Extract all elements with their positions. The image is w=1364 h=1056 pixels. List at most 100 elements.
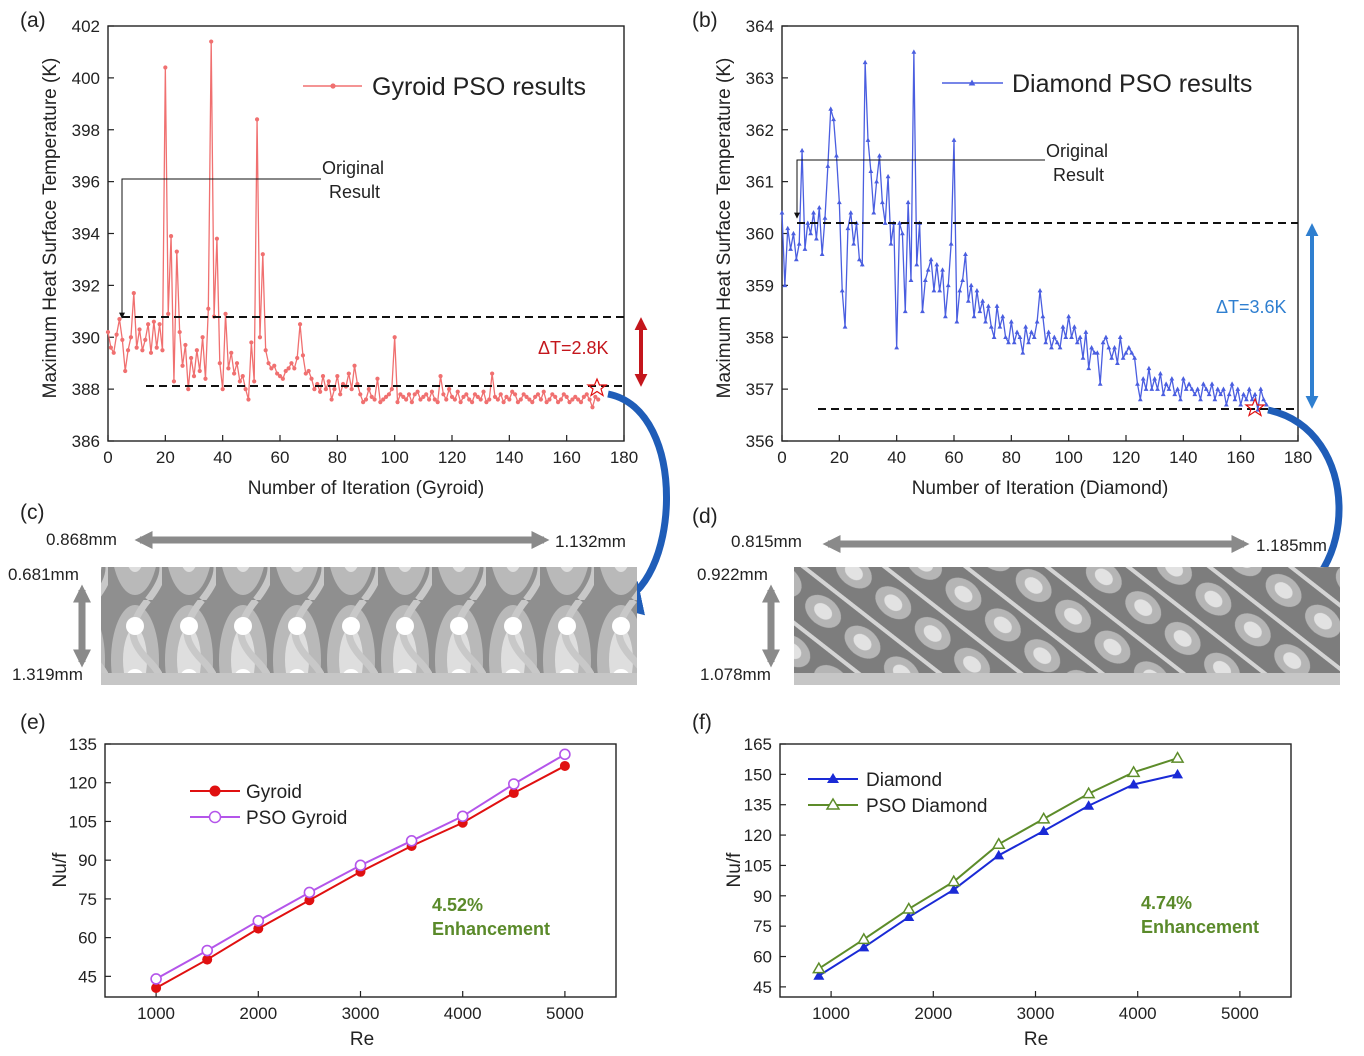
panel-a-data-point (363, 397, 369, 402)
panel-a-data-point (206, 306, 211, 311)
panel-b-data-point (1106, 345, 1112, 350)
panel-a-data-point (375, 376, 380, 381)
panel-b-ytick-label: 358 (746, 328, 774, 347)
panel-a-data-point (105, 329, 111, 335)
panel-a-xtick-label: 120 (438, 448, 466, 467)
panel-a-data-point (160, 348, 165, 353)
panel-e-chart: (e) 1000 2000 3000 4000 5000 45 60 75 90 105 120 13… (20, 711, 617, 1050)
panel-a-data-point (312, 387, 317, 392)
panel-a-data-point (570, 397, 575, 402)
panel-a-data-point (249, 340, 254, 345)
panel-b-data-point (836, 199, 842, 205)
panel-a-data-point (163, 65, 168, 70)
panel-b-data-point (802, 246, 808, 251)
panel-a-xtick-label: 160 (552, 448, 580, 467)
panel-a-data-point (447, 387, 452, 392)
panel-f-ytick-label: 75 (753, 917, 772, 936)
panel-e-series1-point (559, 760, 570, 771)
panel-a-data-point (117, 316, 122, 322)
panel-b-data-point (943, 313, 948, 319)
panel-a-legend-text: Gyroid PSO results (372, 73, 586, 101)
panel-a-data-point (587, 397, 592, 402)
panel-b-data-point (1129, 350, 1135, 355)
panel-f-xlabel: Re (1024, 1029, 1048, 1050)
panel-a-ytick-label: 394 (72, 225, 100, 244)
panel-b-data-point (1051, 334, 1057, 340)
panel-a-data-point (326, 379, 331, 384)
panel-b-data-point (965, 298, 971, 303)
panel-f-series1-point (948, 884, 960, 894)
panel-b-data-point (1238, 402, 1244, 407)
panel-e-series2-point (405, 835, 418, 847)
panel-a-data-point (254, 117, 260, 122)
panel-a-data-point (576, 397, 581, 402)
panel-b-data-point (825, 163, 831, 168)
panel-d-diamond-structure: (d) 0.815mm 1.185mm 0.922mm 1.078mm (692, 505, 1340, 685)
panel-a-data-point (289, 361, 294, 366)
panel-c-label: (c) (20, 501, 45, 524)
panel-a-data-point (154, 345, 159, 350)
panel-b-data-point (882, 220, 888, 225)
panel-f-frame (779, 743, 1292, 998)
panel-f-series2-point (1170, 751, 1185, 763)
panel-b-data-point (1006, 339, 1011, 345)
panel-b-data-point (831, 116, 836, 122)
panel-a-data-point (148, 350, 154, 355)
panel-b-xtick-label: 20 (830, 448, 849, 467)
panel-b-data-point (1261, 396, 1266, 402)
panel-b-data-point (1049, 345, 1054, 350)
panel-b-data-point (859, 262, 865, 267)
panel-a-data-point (214, 236, 220, 241)
panel-b-data-point (808, 230, 814, 236)
panel-a-data-point (269, 366, 274, 371)
panel-f-series1-point (858, 941, 870, 952)
panel-a-data-point (561, 392, 566, 397)
panel-a-data-point (487, 397, 492, 402)
panel-a-data-point (335, 374, 340, 379)
panel-b-data-point (1155, 386, 1160, 391)
panel-b-data-point (1017, 334, 1023, 340)
panel-a-data-point (401, 394, 406, 400)
panel-b-data-point (1057, 345, 1063, 350)
panel-b-data-point (1037, 287, 1043, 293)
panel-a-xtick-label: 180 (610, 448, 638, 467)
panel-b-data-point (1186, 381, 1192, 386)
panel-a-data-point (361, 399, 366, 405)
panel-a-data-point (438, 374, 443, 379)
panel-b-data-point (1000, 313, 1006, 319)
panel-e-series-line-1 (155, 765, 566, 989)
panel-a-data-point (275, 371, 280, 376)
panel-b-ylabel: Maximum Heat Surface Temperature (K) (714, 58, 735, 399)
panel-a-data-point (332, 387, 337, 392)
panel-a-annotation-leader (119, 178, 321, 319)
panel-b-data-point (1112, 345, 1117, 350)
panel-e-series2-point (201, 944, 213, 957)
panel-b-data-point (920, 308, 925, 314)
panel-b-data-point (1109, 355, 1115, 360)
panel-b-data-point (871, 210, 877, 215)
panel-a-data-point (315, 381, 320, 387)
panel-b-data-point (954, 319, 960, 324)
panel-f-legend-marker-pso (825, 797, 841, 810)
panel-a-data-point (418, 397, 423, 402)
panel-b-data-point (1160, 391, 1166, 397)
panel-b-data-point (1094, 350, 1100, 355)
panel-a-data-point (125, 348, 131, 353)
panel-a-data-point (320, 374, 326, 379)
panel-b-data-point (1008, 319, 1014, 324)
panel-b-data-point (1149, 386, 1155, 391)
panel-a-data-point (260, 252, 265, 257)
panel-a-data-point (461, 394, 466, 400)
panel-b-data-point (928, 256, 934, 262)
panel-f-series1-point (813, 970, 825, 980)
panel-b-data-point (908, 277, 914, 282)
panel-e-ytick-label: 120 (69, 774, 97, 793)
panel-b-data-point (997, 324, 1003, 329)
panel-a-ytick-label: 400 (72, 69, 100, 88)
panel-a-data-point (464, 392, 469, 397)
panel-a-data-point (475, 394, 480, 400)
panel-a-data-point (252, 379, 257, 384)
panel-a-data-point (553, 394, 558, 400)
panel-b-data-point (925, 267, 931, 272)
panel-b-data-point (1083, 329, 1089, 334)
